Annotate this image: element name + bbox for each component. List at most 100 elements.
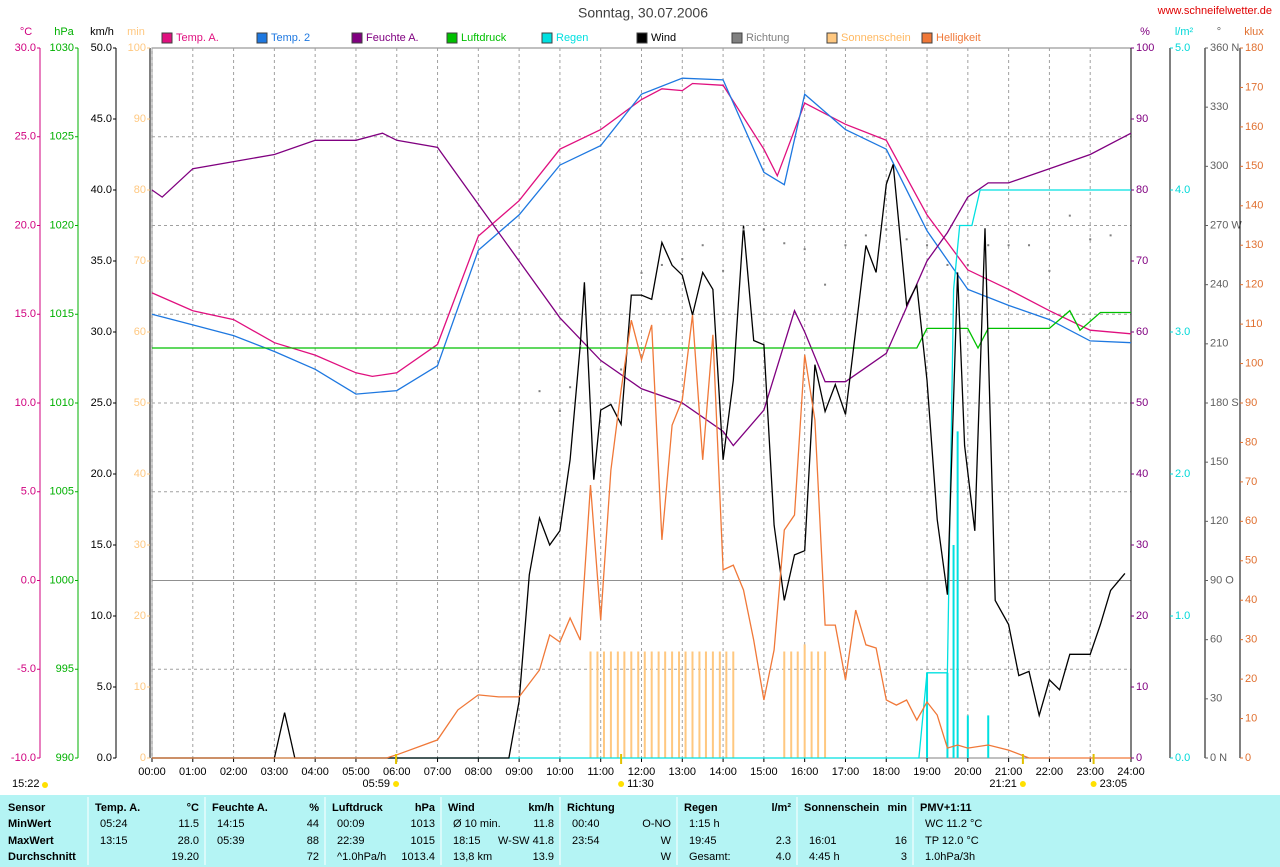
y-axis-unit: km/h [90, 26, 114, 38]
direction-dot [701, 244, 704, 247]
legend-swatch [161, 32, 173, 44]
x-tick-label: 13:00 [669, 766, 697, 778]
y-tick-label: 20 [134, 610, 146, 622]
y-tick-label: 990 [56, 752, 74, 764]
direction-dot [1109, 234, 1112, 237]
source-link[interactable]: www.schneifelwetter.de [1157, 5, 1272, 17]
stat-label: 14:15 [217, 818, 245, 830]
y-tick-label: 110 [1245, 318, 1263, 330]
y-tick-label: 10.0 [15, 397, 36, 409]
stat-value: 1015 [411, 835, 435, 847]
y-tick-label: 80 [1245, 436, 1257, 448]
y-tick-label: 150 [1245, 160, 1263, 172]
y-tick-label: 35.0 [91, 255, 112, 267]
direction-dot [1028, 244, 1031, 247]
y-tick-label: 30 [1136, 539, 1148, 551]
x-tick-label: 04:00 [301, 766, 329, 778]
row-label: Sensor [8, 802, 46, 814]
legend-swatch [541, 32, 553, 44]
y-tick-label: 40 [1136, 468, 1148, 480]
y-tick-label: 90 [1245, 397, 1257, 409]
stat-value: 28.0 [178, 835, 199, 847]
y-tick-label: 1015 [50, 308, 74, 320]
legend-label: Regen [556, 32, 588, 44]
y-tick-label: 30.0 [91, 326, 112, 338]
y-axis-unit: min [127, 26, 145, 38]
x-tick-label: 02:00 [220, 766, 248, 778]
series-line [151, 77, 1132, 395]
y-tick-label: 40 [134, 468, 146, 480]
legend-label: Luftdruck [461, 32, 507, 44]
stat-label: Ø 10 min. [453, 818, 501, 830]
y-tick-label: 90 [134, 113, 146, 125]
legend-swatch [826, 32, 838, 44]
group-title: Richtung [567, 802, 615, 814]
direction-dot [640, 271, 643, 274]
legend-label: Temp. A. [176, 32, 219, 44]
y-tick-label: 4.0 [1175, 184, 1190, 196]
x-tick-label: 23:00 [1076, 766, 1104, 778]
stat-label: 05:39 [217, 835, 245, 847]
created-time: 15:22 [12, 778, 40, 790]
y-tick-label: 360 N [1210, 42, 1239, 54]
y-tick-label: 25.0 [91, 397, 112, 409]
y-tick-label: 140 [1245, 200, 1263, 212]
y-tick-label: -5.0 [17, 663, 36, 675]
stat-value: 4.0 [776, 851, 791, 863]
row-label: MaxWert [8, 835, 54, 847]
y-tick-label: 1025 [50, 131, 74, 143]
stat-value: W [661, 835, 672, 847]
y-tick-label: 80 [1136, 184, 1148, 196]
y-tick-label: 330 [1210, 101, 1228, 113]
y-tick-label: 180 [1245, 42, 1263, 54]
y-tick-label: 40 [1245, 594, 1257, 606]
stat-label: 4:45 h [809, 851, 840, 863]
y-tick-label: 10 [1136, 681, 1148, 693]
direction-dot [660, 263, 663, 266]
y-tick-label: 1000 [50, 574, 74, 586]
stat-label: 00:40 [572, 818, 600, 830]
x-tick-label: 09:00 [505, 766, 533, 778]
stat-value: 1013.4 [401, 851, 435, 863]
y-tick-label: 3.0 [1175, 326, 1190, 338]
direction-dot [620, 368, 623, 371]
x-tick-label: 06:00 [383, 766, 411, 778]
direction-dot [1007, 244, 1010, 247]
y-tick-label: 50 [134, 397, 146, 409]
y-tick-label: 240 [1210, 279, 1228, 291]
y-tick-label: 150 [1210, 456, 1228, 468]
direction-dot [946, 263, 949, 266]
stat-value: 1013 [411, 818, 435, 830]
direction-dot [538, 390, 541, 393]
y-tick-label: 0.0 [21, 574, 36, 586]
stat-value: W-SW 41.8 [498, 835, 554, 847]
y-tick-label: 0.0 [1175, 752, 1190, 764]
stat-label: 23:54 [572, 835, 600, 847]
direction-dot [579, 344, 582, 347]
stat-value: 88 [307, 835, 319, 847]
stat-label: 13,8 km [453, 851, 492, 863]
x-tick-label: 08:00 [465, 766, 493, 778]
stat-value: 16 [895, 835, 907, 847]
stat-value: 11.8 [533, 818, 554, 830]
y-tick-label: 100 [128, 42, 146, 54]
series-line [151, 132, 1132, 447]
x-tick-label: 17:00 [832, 766, 860, 778]
y-tick-label: 60 [1210, 634, 1222, 646]
y-tick-label: 5.0 [1175, 42, 1190, 54]
x-tick-label: 24:00 [1117, 766, 1145, 778]
stat-value: 2.3 [776, 835, 791, 847]
y-axis-unit: % [1140, 26, 1150, 38]
y-tick-label: 0.0 [97, 752, 112, 764]
y-tick-label: 1005 [50, 486, 74, 498]
x-tick-label: 21:00 [995, 766, 1023, 778]
direction-dot [844, 244, 847, 247]
group-unit: % [309, 802, 319, 814]
x-tick-label: 05:00 [342, 766, 370, 778]
stat-label: TP 12.0 °C [925, 835, 979, 847]
y-tick-label: 5.0 [21, 486, 36, 498]
x-tick-label: 15:00 [750, 766, 778, 778]
y-tick-label: 20 [1136, 610, 1148, 622]
y-tick-label: 30 [134, 539, 146, 551]
